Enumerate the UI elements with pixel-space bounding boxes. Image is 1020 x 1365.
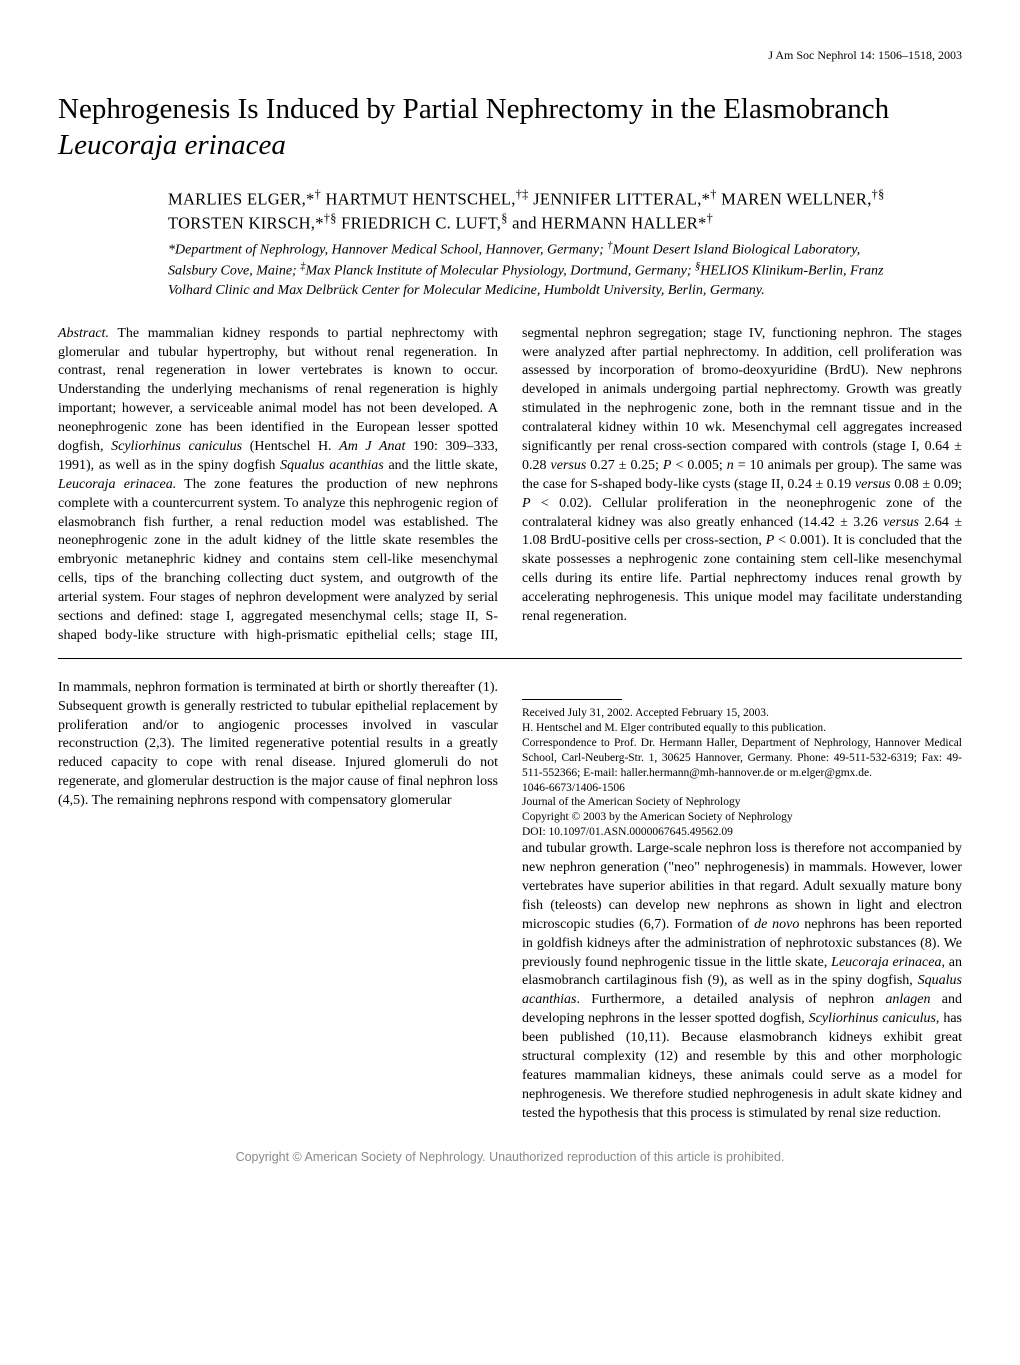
body-paragraph: In mammals, nephron formation is termina…: [58, 679, 498, 811]
footnotes-block: Received July 31, 2002. Accepted Februar…: [522, 699, 962, 840]
footnote-line: Correspondence to Prof. Dr. Hermann Hall…: [522, 736, 962, 781]
abstract-text: The mammalian kidney responds to partial…: [58, 326, 962, 643]
article-title: Nephrogenesis Is Induced by Partial Neph…: [58, 91, 962, 164]
body-text: In mammals, nephron formation is termina…: [58, 679, 962, 1124]
footnote-rule: [522, 699, 622, 700]
affiliations: *Department of Nephrology, Hannover Medi…: [168, 239, 902, 301]
footnote-line: Journal of the American Society of Nephr…: [522, 795, 962, 810]
authors-list: MARLIES ELGER,*† HARTMUT HENTSCHEL,†‡ JE…: [168, 186, 902, 235]
body-paragraph: and tubular growth. Large-scale nephron …: [522, 840, 962, 1123]
copyright-footer: Copyright © American Society of Nephrolo…: [58, 1150, 962, 1164]
footnote-line: Received July 31, 2002. Accepted Februar…: [522, 706, 962, 721]
abstract-label: Abstract.: [58, 326, 109, 341]
footnote-line: H. Hentschel and M. Elger contributed eq…: [522, 721, 962, 736]
footnote-line: DOI: 10.1097/01.ASN.0000067645.49562.09: [522, 825, 962, 840]
authors-block: MARLIES ELGER,*† HARTMUT HENTSCHEL,†‡ JE…: [168, 186, 902, 301]
abstract: Abstract. The mammalian kidney responds …: [58, 325, 962, 659]
journal-header: J Am Soc Nephrol 14: 1506–1518, 2003: [58, 48, 962, 63]
footnote-line: Copyright © 2003 by the American Society…: [522, 810, 962, 825]
footnote-line: 1046-6673/1406-1506: [522, 781, 962, 796]
